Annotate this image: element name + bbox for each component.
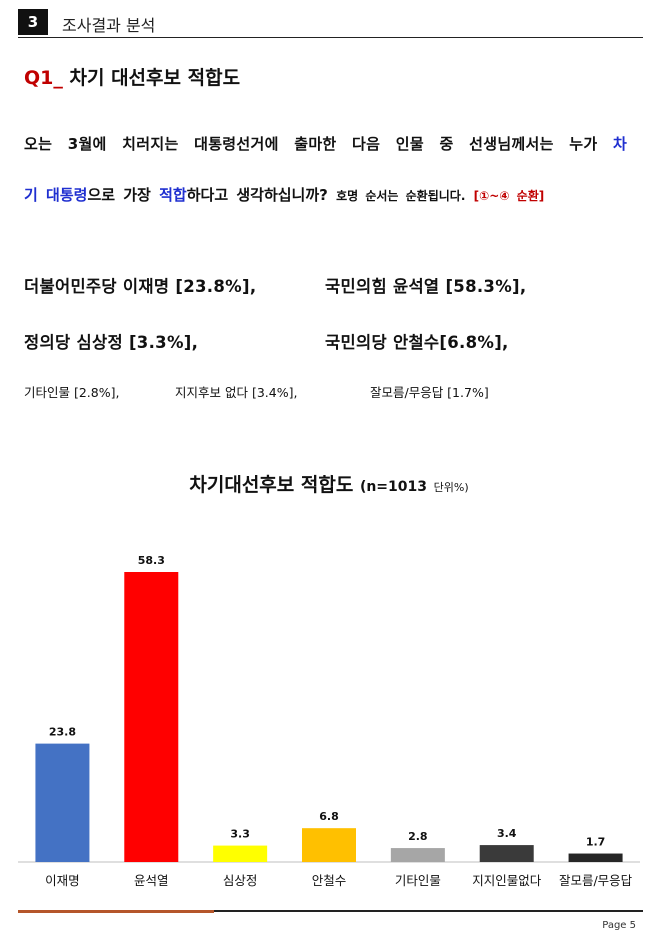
category-label-3: 안철수	[312, 873, 347, 888]
data-label-3: 6.8	[319, 810, 339, 823]
question-text-part: 오는 3월에 치러지는 대통령선거에 출마한 다음 인물 중 선생님께서는 누가	[24, 135, 598, 153]
result-yoon: 국민의힘 윤석열 [58.3%],	[325, 277, 527, 296]
result-lee: 더불어민주당 이재명 [23.8%],	[24, 277, 257, 296]
result-none: 지지후보 없다 [3.4%],	[175, 385, 298, 400]
data-label-2: 3.3	[230, 828, 250, 841]
result-other: 기타인물 [2.8%],	[24, 385, 120, 400]
data-label-1: 58.3	[138, 554, 165, 567]
chart-title-sample: (n=1013	[359, 479, 427, 495]
result-unknown: 잘모름/무응답 [1.7%]	[370, 385, 489, 400]
category-label-2: 심상정	[223, 873, 258, 888]
page-number: Page 5	[602, 920, 636, 931]
bar-4	[390, 848, 445, 862]
chart-title-main: 차기대선후보 적합도	[189, 474, 354, 496]
category-label-6: 잘모름/무응답	[559, 873, 633, 888]
question-text-part: 하다고 생각하십니까?	[186, 186, 328, 204]
data-label-4: 2.8	[408, 830, 428, 843]
question-text-highlight: 적합	[159, 186, 187, 204]
category-label-1: 윤석열	[134, 873, 169, 888]
data-label-5: 3.4	[497, 827, 517, 840]
result-sim: 정의당 심상정 [3.3%],	[24, 333, 199, 352]
rotation-note: 호명 순서는 순환됩니다.	[336, 189, 466, 203]
category-label-5: 지지인물없다	[472, 873, 542, 888]
chart-title-unit: 단위%)	[433, 481, 469, 494]
bar-6	[568, 853, 623, 862]
section-title: 조사결과 분석	[62, 16, 156, 35]
rotation-tag: [①~④ 순환]	[473, 189, 545, 203]
question-number: Q1_	[24, 67, 63, 89]
category-label-0: 이재명	[45, 873, 80, 888]
question-text-line2: 기 대통령으로 가장 적합하다고 생각하십니까? 호명 순서는 순환됩니다. […	[24, 184, 639, 205]
chart-title: 차기대선후보 적합도 (n=1013 단위%)	[0, 470, 658, 497]
category-label-4: 기타인물	[395, 873, 441, 888]
bar-3	[302, 828, 356, 862]
bar-1	[124, 572, 179, 862]
bar-0	[35, 743, 90, 862]
data-label-0: 23.8	[49, 726, 76, 739]
question-text-part: 으로 가장	[87, 186, 151, 204]
question-text-line1: 오는 3월에 치러지는 대통령선거에 출마한 다음 인물 중 선생님께서는 누가…	[24, 133, 639, 154]
question-title-text: 차기 대선후보 적합도	[69, 67, 241, 89]
section-header: 3 조사결과 분석	[18, 8, 643, 38]
question-text-highlight: 차	[612, 135, 628, 153]
result-ahn: 국민의당 안철수[6.8%],	[325, 333, 509, 352]
footer-accent-bar	[18, 910, 214, 913]
bar-5	[479, 845, 534, 862]
question-title: Q1_ 차기 대선후보 적합도	[24, 63, 240, 90]
bar-2	[213, 845, 268, 862]
data-label-6: 1.7	[586, 836, 606, 849]
section-number: 3	[18, 9, 48, 35]
question-text-highlight: 기 대통령	[24, 186, 88, 204]
footer-divider	[18, 910, 643, 912]
